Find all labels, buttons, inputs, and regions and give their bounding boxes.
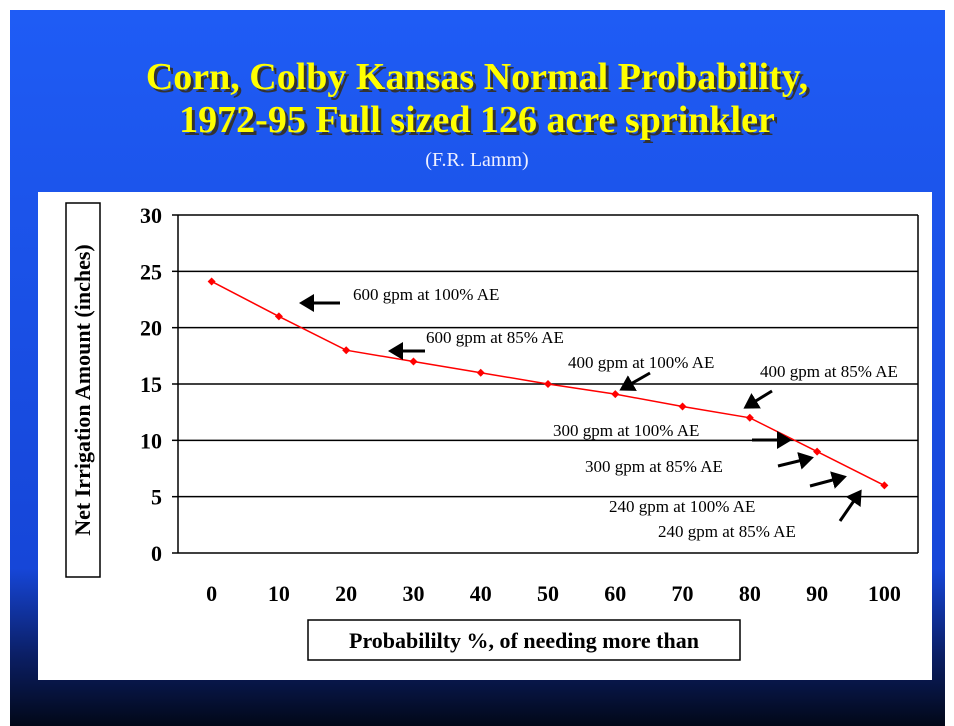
arrow [619, 371, 651, 391]
marker [476, 368, 485, 377]
y-tick-label: 15 [140, 372, 162, 397]
annotation: 400 gpm at 85% AE [760, 362, 898, 381]
chart-subtitle: 1972-95 Full sized 126 acre sprinkler [179, 99, 775, 141]
x-tick-label: 20 [335, 581, 357, 606]
annotation: 600 gpm at 100% AE [353, 285, 499, 304]
annotation: 400 gpm at 100% AE [568, 353, 714, 372]
marker [745, 413, 754, 422]
annotation: 300 gpm at 100% AE [553, 421, 699, 440]
chart-area [38, 192, 932, 680]
marker [409, 357, 418, 366]
x-axis-label: Probabililty %, of needing more than [349, 628, 699, 653]
x-tick-label: 0 [206, 581, 217, 606]
y-label-box [65, 202, 101, 578]
annotation: 240 gpm at 100% AE [609, 497, 755, 516]
x-tick-label: 10 [268, 581, 290, 606]
title-shadow: Corn, Colby Kansas Normal Probability, [149, 59, 811, 101]
credit: (F.R. Lamm) [425, 149, 528, 171]
arrow [743, 389, 773, 409]
marker [611, 390, 620, 399]
y-tick-label: 0 [151, 541, 162, 566]
marker [274, 312, 283, 321]
y-tick-label: 30 [140, 203, 162, 228]
annotations: 600 gpm at 100% AE 600 gpm at 85% AE 400… [299, 285, 898, 541]
x-tick-label: 40 [470, 581, 492, 606]
marker [678, 402, 687, 411]
arrow [777, 452, 814, 470]
y-tick-label: 10 [140, 428, 162, 453]
plot: 0 5 10 15 20 25 30 0 10 20 30 40 50 60 70 80 90 100 [140, 203, 919, 606]
annotation: 600 gpm at 85% AE [426, 328, 564, 347]
y-axis-label: Net Irrigation Amount (inches) [70, 244, 95, 535]
marker [342, 346, 351, 355]
annotation: 240 gpm at 85% AE [658, 522, 796, 541]
y-tick-label: 20 [140, 316, 162, 341]
y-tick-label: 25 [140, 259, 162, 284]
y-tick-label: 5 [151, 485, 162, 510]
marker [544, 380, 552, 388]
x-label-box [307, 619, 741, 661]
x-tick-label: 30 [402, 581, 424, 606]
marker [880, 481, 889, 490]
x-tick-label: 70 [672, 581, 694, 606]
annotation: 300 gpm at 85% AE [585, 457, 723, 476]
marker [207, 277, 216, 286]
x-tick-label: 80 [739, 581, 761, 606]
arrow [809, 471, 847, 489]
subtitle-shadow: 1972-95 Full sized 126 acre sprinkler [182, 102, 778, 144]
x-tick-label: 90 [806, 581, 828, 606]
x-tick-label: 100 [868, 581, 901, 606]
arrow [838, 489, 862, 522]
chart-title: Corn, Colby Kansas Normal Probability, [146, 56, 808, 98]
x-tick-label: 60 [604, 581, 626, 606]
x-tick-label: 50 [537, 581, 559, 606]
marker [813, 447, 822, 456]
